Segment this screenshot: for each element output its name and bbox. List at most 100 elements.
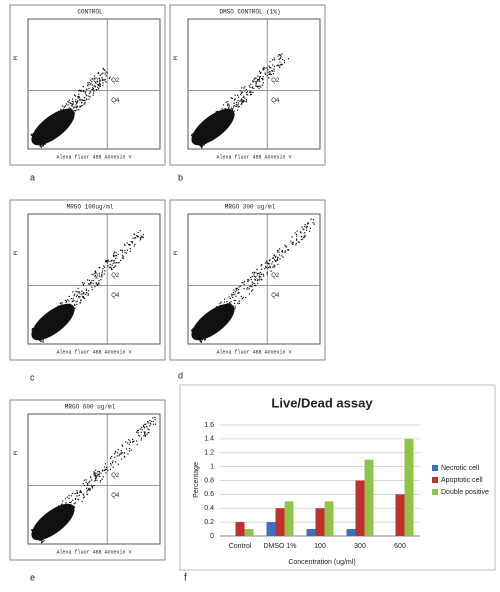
cell-dot: [137, 434, 140, 436]
cell-dot: [100, 472, 102, 474]
cell-dot: [76, 491, 78, 493]
cell-dot: [70, 501, 72, 504]
cell-dot: [231, 293, 233, 295]
cell-dot: [125, 252, 127, 254]
cell-dot: [275, 260, 277, 262]
cell-dot: [98, 88, 100, 90]
cell-dot: [295, 242, 297, 244]
cell-dot: [86, 484, 89, 486]
cell-dot: [68, 295, 70, 298]
cell-dot: [84, 100, 86, 102]
cell-dot: [85, 481, 87, 483]
cell-dot: [101, 478, 103, 480]
cell-dot: [68, 300, 70, 302]
cell-dot: [115, 255, 118, 257]
cell-dot: [287, 249, 289, 251]
cell-dot: [287, 58, 290, 60]
cell-dot: [86, 98, 88, 101]
cell-dot: [77, 105, 79, 107]
y-tick-label: 0.2: [204, 519, 214, 526]
cell-dot: [126, 242, 128, 244]
cell-cloud: [191, 303, 235, 341]
cell-dot: [88, 489, 90, 491]
cell-dot: [112, 262, 114, 264]
cell-dot: [41, 540, 43, 542]
cell-dot: [136, 443, 138, 446]
cell-dot: [72, 103, 74, 105]
quadrant-label: Q1: [93, 78, 102, 84]
cell-dot: [114, 450, 117, 452]
cell-dot: [200, 340, 202, 343]
quadrant-label: Q4: [111, 493, 120, 499]
cell-dot: [65, 301, 67, 304]
bar: [235, 522, 245, 536]
cell-dot: [91, 89, 93, 91]
cell-dot: [111, 462, 114, 464]
cell-dot: [273, 255, 275, 257]
cell-dot: [305, 229, 308, 231]
cell-dot: [257, 279, 259, 281]
cell-dot: [106, 260, 108, 263]
cell-dot: [301, 235, 303, 238]
cell-dot: [200, 341, 203, 343]
cell-dot: [142, 425, 145, 427]
bar: [275, 508, 285, 536]
cell-dot: [98, 282, 100, 284]
cell-dot: [199, 340, 201, 342]
cell-dot: [82, 497, 84, 499]
cell-dot: [74, 502, 77, 504]
cell-dot: [73, 109, 75, 112]
cell-dot: [295, 244, 297, 246]
cell-dot: [111, 259, 113, 261]
cell-dot: [144, 433, 146, 435]
cell-dot: [224, 298, 226, 300]
cell-dot: [261, 84, 263, 86]
cell-dot: [283, 59, 285, 62]
cell-dot: [102, 268, 104, 270]
cell-dot: [234, 307, 236, 309]
cell-dot: [134, 237, 136, 239]
cell-dot: [269, 66, 271, 69]
cell-dot: [95, 476, 97, 478]
cell-dot: [40, 341, 42, 343]
cell-dot: [41, 145, 44, 147]
cell-dot: [82, 295, 84, 297]
cell-dot: [241, 281, 243, 284]
cell-dot: [128, 243, 130, 246]
cell-dot: [78, 494, 80, 497]
quadrant-label: Q1: [93, 273, 102, 279]
cell-dot: [98, 471, 100, 473]
cell-dot: [99, 79, 101, 81]
cell-dot: [256, 80, 259, 82]
cell-dot: [269, 70, 271, 73]
cell-dot: [237, 102, 239, 104]
cell-dot: [283, 62, 286, 64]
cell-dot: [201, 144, 203, 147]
cell-dot: [114, 456, 116, 458]
cell-dot: [239, 100, 241, 102]
cell-dot: [101, 274, 103, 277]
bar: [324, 501, 334, 536]
cell-dot: [254, 78, 256, 80]
cell-dot: [97, 471, 99, 473]
cell-dot: [215, 306, 218, 308]
cell-cloud: [31, 503, 75, 541]
cell-dot: [101, 73, 103, 75]
cell-dot: [95, 477, 98, 479]
cell-dot: [268, 77, 270, 79]
cell-dot: [245, 296, 247, 299]
cell-dot: [270, 270, 272, 272]
cell-dot: [141, 429, 143, 431]
cell-dot: [130, 449, 132, 451]
cell-dot: [136, 236, 139, 238]
cell-dot: [152, 417, 154, 419]
cell-dot: [71, 104, 73, 106]
cell-dot: [259, 85, 261, 87]
cell-dot: [78, 97, 81, 99]
cell-dot: [118, 262, 120, 264]
cell-dot: [230, 303, 232, 305]
cell-dot: [227, 100, 229, 103]
cell-dot: [232, 108, 234, 110]
cell-dot: [94, 286, 96, 288]
